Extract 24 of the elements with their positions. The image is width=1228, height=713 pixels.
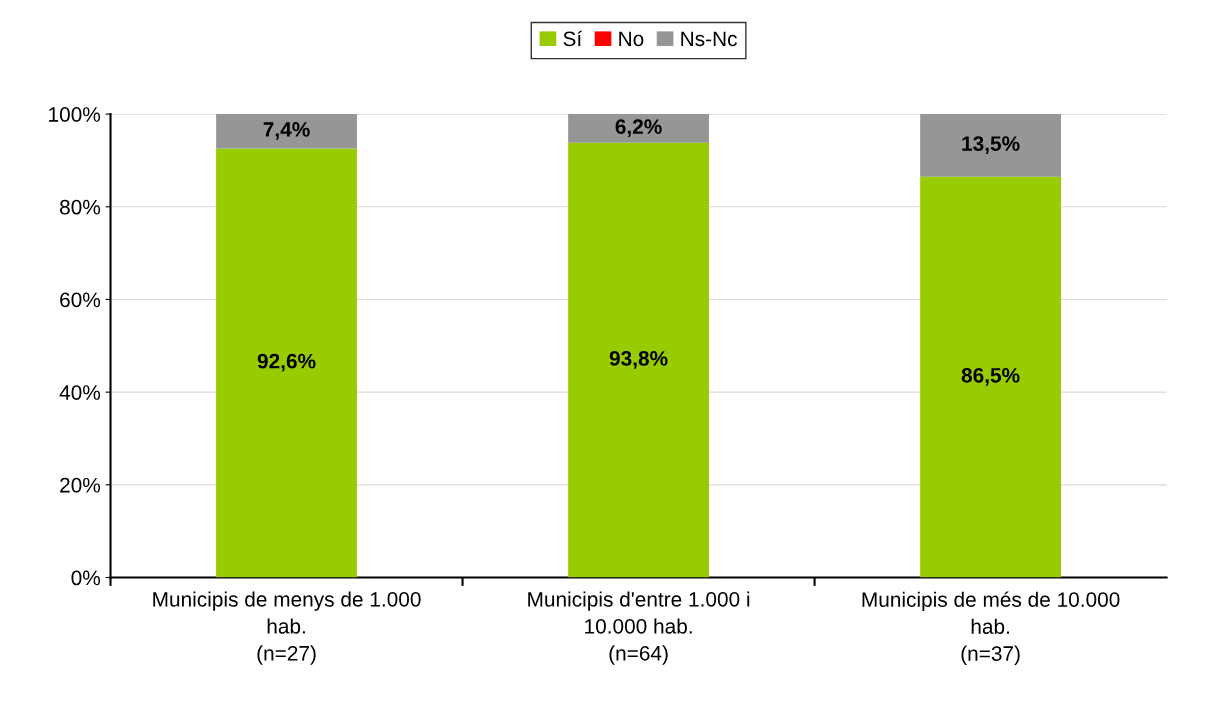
bar <box>920 176 1061 578</box>
legend-label: Sí <box>563 30 583 47</box>
legend-label: Ns-Nc <box>681 31 737 47</box>
y-tick-label: 60% <box>60 292 101 308</box>
data-label: 6,2% <box>615 119 662 138</box>
x-tick-label: Municipis de més de 10.000 hab. (n=37) <box>862 591 1120 666</box>
legend-label: No <box>619 31 644 47</box>
y-tick-label: 20% <box>60 477 101 493</box>
bar <box>568 142 709 578</box>
data-label: 92,6% <box>257 353 316 372</box>
data-label: 7,4% <box>263 122 310 140</box>
data-label: 13,5% <box>962 136 1020 154</box>
y-tick-label: 0% <box>71 570 101 586</box>
data-label: 93,8% <box>609 351 668 369</box>
bar <box>568 114 709 143</box>
bar <box>216 148 357 578</box>
bar <box>216 114 357 149</box>
y-tick-label: 100% <box>49 107 101 122</box>
x-tick-label: Municipis d'entre 1.000 i 10.000 hab. (n=64) <box>528 591 750 665</box>
y-tick-label: 40% <box>59 385 101 400</box>
x-tick-label: Municipis de menys de 1.000 hab. (n=27) <box>153 591 421 665</box>
data-label: 86,5% <box>961 367 1020 386</box>
y-tick-label: 80% <box>60 199 101 215</box>
bar <box>920 114 1061 177</box>
